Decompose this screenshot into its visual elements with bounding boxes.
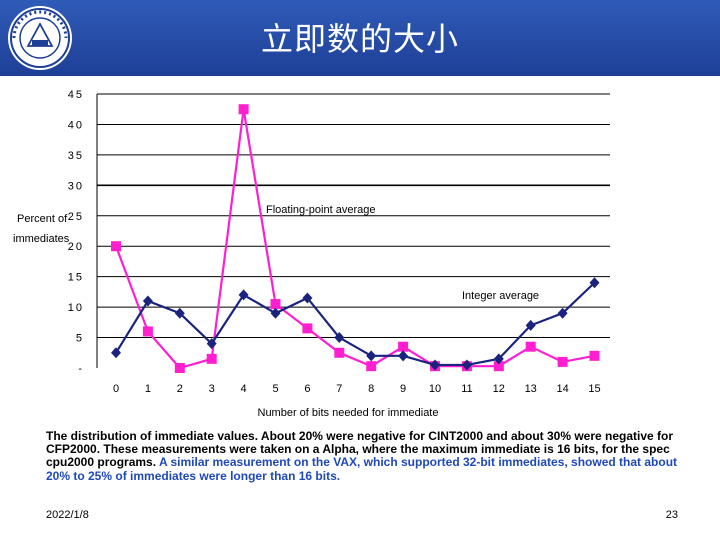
series-label-integer: Integer average [462,290,539,302]
university-seal-icon [8,6,72,70]
x-tick-label: 14 [556,383,568,395]
data-point-floating-point [238,104,249,115]
y-tick-label: 45 [68,89,84,101]
data-point-floating-point [525,341,536,352]
data-point-floating-point [398,341,409,352]
data-point-integer [430,359,440,371]
data-point-floating-point [270,299,281,310]
data-point-integer [142,295,153,307]
data-point-integer [206,338,217,350]
data-point-floating-point [366,361,377,372]
data-point-integer [461,359,472,371]
x-tick-label: 8 [368,383,374,395]
data-point-integer [493,353,504,365]
x-tick-label: 1 [145,383,151,395]
y-tick-label: 40 [68,119,84,131]
data-point-integer [270,307,281,319]
data-point-integer [557,307,568,319]
x-tick-label: 0 [113,383,119,395]
series-layer [111,104,600,373]
data-point-integer [366,350,377,362]
x-tick-label: 7 [336,383,342,395]
slide-header: 立即数的大小 [0,0,720,76]
x-tick-label: 13 [525,383,537,395]
x-tick-label: 10 [429,383,441,395]
data-point-floating-point [206,353,217,364]
data-point-integer [525,319,536,331]
x-tick-label: 9 [400,383,406,395]
x-tick-label: 6 [304,383,310,395]
y-tick-label: 25 [68,211,84,223]
x-tick-label: 15 [588,383,600,395]
data-point-floating-point [111,241,121,252]
y-tick-label: 20 [68,241,84,253]
y-tick-label: 10 [68,302,84,314]
grid-layer [97,93,610,339]
series-line-floating-point [114,109,595,370]
data-point-floating-point [142,326,153,337]
y-axis-label-line2: immediates [13,233,70,245]
y-tick-label: - [78,363,84,375]
x-axis-label: Number of bits needed for immediate [258,407,439,419]
data-point-floating-point [302,323,313,334]
x-tick-label: 2 [177,383,183,395]
x-tick-label: 4 [241,383,247,395]
y-tick-label: 30 [68,180,84,192]
data-point-integer [238,289,249,301]
data-point-integer [398,350,409,362]
data-point-integer [111,347,121,359]
y-tick-label: 35 [68,150,84,162]
data-point-integer [589,277,600,289]
data-point-floating-point [174,363,185,373]
caption-highlight: A similar measurement on the VAX, which … [46,455,678,483]
data-point-floating-point [557,356,568,367]
y-axis-label-line1: Percent of [17,213,68,225]
data-point-floating-point [589,350,600,361]
x-tick-label: 3 [209,383,215,395]
x-tick-label: 11 [461,383,472,395]
x-tick-label: 5 [272,383,278,395]
data-point-floating-point [334,347,345,358]
data-point-floating-point [493,361,504,372]
slide-title: 立即数的大小 [260,20,459,58]
data-point-integer [334,332,345,344]
y-tick-label: 15 [68,272,84,284]
page-number: 23 [665,509,678,521]
data-point-integer [174,307,185,319]
x-tick-label: 12 [493,383,505,395]
series-line-integer [115,281,596,367]
figure-caption: The distribution of immediate values. Ab… [46,429,686,483]
footer-date: 2022/1/8 [46,509,89,521]
data-point-integer [302,292,313,304]
y-tick-label: 5 [76,333,84,345]
caption-text: The distribution of immediate values. Ab… [46,429,674,470]
series-label-floating-point: Floating-point average [266,204,375,216]
